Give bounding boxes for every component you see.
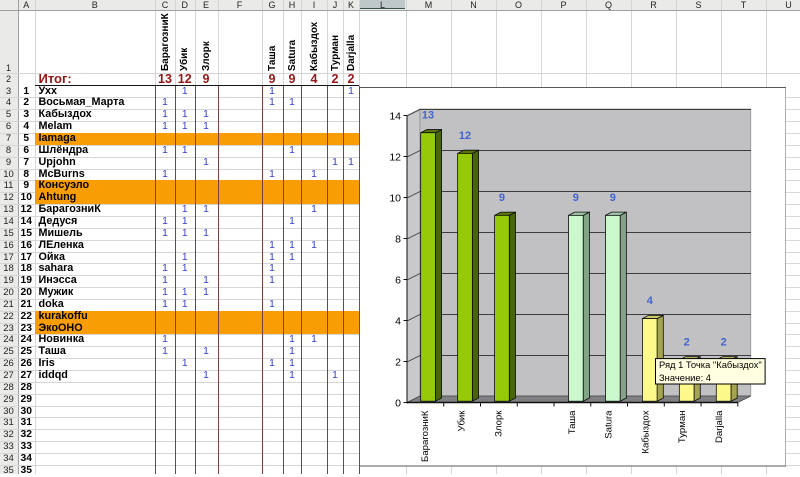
svg-text:Турман: Турман — [677, 411, 688, 444]
svg-text:4: 4 — [646, 295, 653, 307]
svg-text:9: 9 — [498, 192, 504, 204]
svg-text:0: 0 — [395, 397, 401, 409]
svg-text:14: 14 — [389, 110, 401, 122]
svg-text:12: 12 — [458, 130, 470, 142]
svg-text:10: 10 — [389, 192, 401, 204]
svg-text:Satura: Satura — [603, 410, 614, 439]
svg-text:Злорк: Злорк — [493, 410, 504, 437]
svg-text:Значение: 4: Значение: 4 — [659, 372, 711, 383]
svg-text:Darjalla: Darjalla — [713, 410, 724, 443]
svg-text:БарагозниК: БарагозниК — [419, 410, 430, 462]
svg-text:Кабыздох: Кабыздох — [640, 410, 651, 453]
svg-text:6: 6 — [395, 274, 401, 286]
svg-text:Убик: Убик — [456, 410, 467, 432]
svg-text:8: 8 — [395, 233, 401, 245]
svg-text:13: 13 — [421, 109, 433, 121]
svg-text:4: 4 — [395, 315, 401, 327]
svg-text:Ряд 1 Точка "Кабыздох": Ряд 1 Точка "Кабыздох" — [659, 359, 762, 370]
svg-text:2: 2 — [683, 336, 689, 348]
svg-text:2: 2 — [395, 356, 401, 368]
svg-text:Таша: Таша — [566, 410, 577, 434]
svg-text:9: 9 — [572, 192, 578, 204]
svg-text:12: 12 — [389, 151, 401, 163]
svg-text:2: 2 — [720, 336, 726, 348]
svg-text:9: 9 — [609, 192, 615, 204]
